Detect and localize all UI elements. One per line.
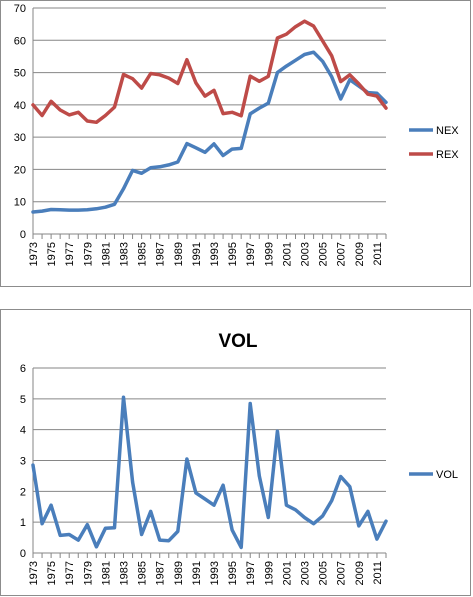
y-tick-label: 20: [14, 164, 26, 176]
x-tick-label: 1977: [64, 561, 76, 585]
x-tick-label: 1983: [119, 561, 131, 585]
x-tick-label: 1985: [137, 561, 149, 585]
x-tick-label: 1991: [191, 561, 203, 585]
y-tick-label: 1: [20, 517, 26, 529]
x-tick-label: 1985: [137, 242, 149, 266]
y-tick-label: 60: [14, 35, 26, 47]
x-tick-label: 1975: [46, 242, 58, 266]
chart-vol-panel: VOL 0 1 2 3 4 5 6 1973 1975 1977 1979 1981 1983 1985 19…: [0, 309, 471, 596]
x-tick-label: 1997: [245, 242, 257, 266]
x-tick-label: 2003: [300, 242, 312, 266]
x-tick-label: 1995: [227, 561, 239, 585]
y-tick-label: 3: [20, 456, 26, 468]
x-tick-label: 1993: [209, 242, 221, 266]
x-tick-label: 2007: [336, 242, 348, 266]
x-tick-label: 1993: [209, 561, 221, 585]
x-tick-label: 1995: [227, 242, 239, 266]
legend-label: VOL: [436, 469, 458, 481]
x-tick-label: 1973: [28, 561, 40, 585]
x-tick-label: 1999: [263, 242, 275, 266]
x-tick-label: 2005: [318, 561, 330, 585]
chart-nex-rex-panel: 0 10 20 30 40 50 60 70 1973 1975 1977 1979 1981 1983 1…: [0, 0, 471, 287]
x-tick-label: 1981: [100, 242, 112, 266]
y-tick-label: 5: [20, 394, 26, 406]
x-tick-label: 1975: [46, 561, 58, 585]
x-tick-label: 1997: [245, 561, 257, 585]
x-tick-label: 1973: [28, 242, 40, 266]
series-line-rex: [31, 19, 388, 125]
x-tick-label: 2009: [354, 561, 366, 585]
x-tick-label: 1979: [82, 242, 94, 266]
x-tick-label: 2007: [336, 561, 348, 585]
y-tick-label: 2: [20, 486, 26, 498]
y-tick-label: 4: [20, 425, 26, 437]
x-tick-label: 1987: [155, 242, 167, 266]
chart-vol: VOL 0 1 2 3 4 5 6 1973 1975 1977 1979 1981 1983 1985 19…: [20, 331, 458, 585]
series-line-vol: [31, 395, 388, 550]
x-tick-label: 2011: [372, 242, 384, 266]
x-tick-label: 2003: [300, 561, 312, 585]
x-tick-label: 2009: [354, 242, 366, 266]
y-tick-label: 30: [14, 132, 26, 144]
y-tick-label: 6: [20, 363, 26, 375]
legend-label: NEX: [436, 125, 459, 137]
x-tick-label: 2001: [281, 242, 293, 266]
x-tick-label: 1999: [263, 561, 275, 585]
x-tick-label: 1991: [191, 242, 203, 266]
x-tick-label: 1979: [82, 561, 94, 585]
y-tick-label: 0: [20, 229, 26, 241]
x-tick-label: 1981: [100, 561, 112, 585]
y-tick-label: 50: [14, 68, 26, 80]
y-tick-label: 40: [14, 100, 26, 112]
x-tick-label: 1987: [155, 561, 167, 585]
x-tick-label: 2001: [281, 561, 293, 585]
x-tick-label: 1983: [119, 242, 131, 266]
x-tick-label: 2011: [372, 561, 384, 585]
y-tick-label: 0: [20, 548, 26, 560]
x-tick-label: 1989: [173, 242, 185, 266]
y-tick-label: 70: [14, 3, 26, 15]
x-tick-label: 1989: [173, 561, 185, 585]
y-tick-label: 10: [14, 197, 26, 209]
x-tick-label: 2005: [318, 242, 330, 266]
chart-title: VOL: [218, 331, 257, 352]
legend-label: REX: [436, 149, 459, 161]
series-line-nex: [31, 50, 388, 214]
x-tick-label: 1977: [64, 242, 76, 266]
chart-nex-rex: 0 10 20 30 40 50 60 70 1973 1975 1977 1979 1981 1983 1…: [14, 3, 460, 266]
